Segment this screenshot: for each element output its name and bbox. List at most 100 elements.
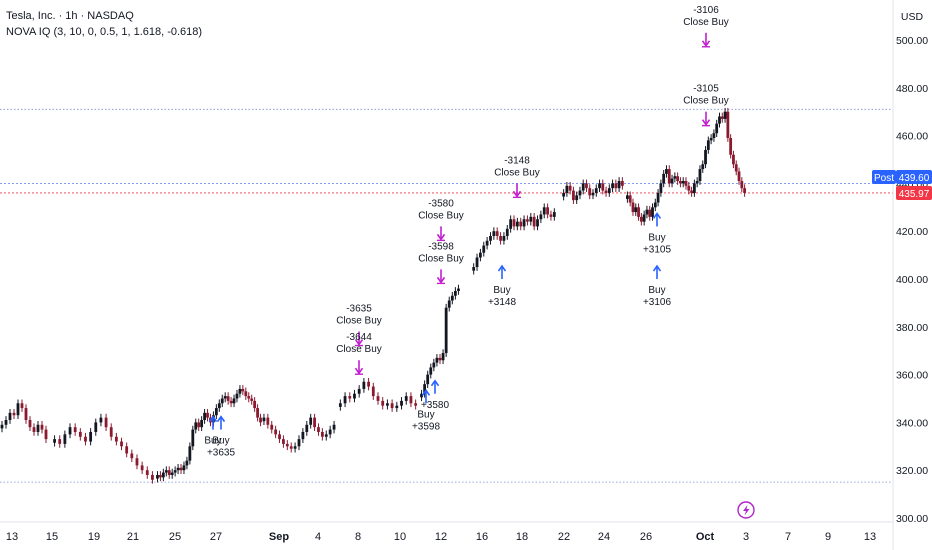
candle-body (176, 467, 180, 471)
candle-body (532, 216, 536, 227)
candle-body (489, 235, 492, 241)
candle-body (16, 403, 20, 416)
candle-body (386, 403, 389, 406)
candle-body (253, 400, 257, 409)
time-axis[interactable]: 13 15 19 21 25 27 Sep 4 8 10 12 16 18 22 24 26 Oct 3 7 9 13 (0, 521, 893, 543)
candle-body (238, 388, 242, 394)
candle-body (305, 424, 309, 432)
candle-body (485, 240, 489, 246)
candle-body (395, 405, 399, 409)
candle-body (409, 396, 413, 404)
candle-body (651, 207, 654, 217)
time-tick-label: 13 (6, 531, 18, 543)
time-tick-label: Sep (269, 531, 289, 543)
candle-body (720, 116, 724, 119)
price-tick-label: 340.00 (896, 417, 928, 429)
candle-body (235, 393, 239, 399)
candle-body (729, 137, 733, 155)
candle-body (12, 412, 16, 416)
candle-body (8, 412, 12, 421)
candle-body (232, 398, 236, 404)
candle-body (662, 173, 666, 184)
candle-body (676, 176, 680, 182)
candle-body (712, 133, 716, 138)
candle-body (259, 417, 262, 423)
symbol-title[interactable]: Tesla, Inc. · 1h · NASDAQ (6, 10, 134, 22)
candle-body (628, 195, 632, 203)
last-price: 435.97 (899, 189, 930, 200)
candle-body (73, 427, 77, 432)
candle-body (381, 400, 385, 406)
candle-body (457, 288, 460, 291)
candle-body (684, 181, 688, 186)
time-tick-label: 19 (88, 531, 100, 543)
price-tick-label: 380.00 (896, 322, 928, 334)
buy-signal: Buy+3635 (207, 415, 236, 459)
candle-body (262, 417, 266, 422)
candle-body (53, 439, 56, 443)
lightning-icon[interactable] (737, 501, 755, 519)
buy-arrow-head-icon (208, 415, 218, 423)
horizontal-levels (0, 108, 893, 483)
candle-body (289, 446, 293, 449)
candle-body (203, 412, 206, 421)
price-tick-label: 500.00 (896, 35, 928, 47)
candle-body (270, 424, 274, 430)
close-buy-signal-label: -3635 (346, 304, 372, 315)
post-label: Post (874, 173, 894, 184)
candle-body (492, 231, 496, 236)
close-arrow-head-icon (436, 276, 446, 284)
candle-body (135, 458, 139, 466)
candle-body (78, 431, 82, 437)
candle-body (214, 408, 218, 416)
candle-body (472, 267, 476, 271)
candle-body (601, 183, 605, 191)
close-arrow-head-icon (701, 119, 711, 127)
candle-body (362, 381, 366, 389)
candle-body (332, 424, 336, 430)
candle-body (223, 396, 227, 399)
candlestick-series (0, 107, 747, 484)
candle-body (698, 169, 702, 182)
candle-body (642, 214, 646, 222)
candle-body (182, 465, 186, 471)
candle-body (692, 183, 696, 193)
time-tick-label: 24 (598, 531, 610, 543)
candle-body (429, 367, 433, 375)
candle-body (94, 422, 98, 432)
candle-body (266, 417, 270, 425)
candle-body (475, 257, 479, 268)
candle-body (653, 202, 657, 208)
time-tick-label: 22 (558, 531, 570, 543)
candle-body (120, 441, 123, 447)
candle-body (617, 181, 621, 189)
candle-body (450, 295, 454, 301)
candle-body (68, 427, 72, 435)
candle-body (309, 417, 313, 425)
candle-body (206, 412, 209, 418)
buy-signal-label: Buy (204, 436, 221, 447)
candle-body (706, 140, 710, 150)
candle-body (24, 408, 28, 421)
buy-signal-label: +3635 (207, 448, 236, 459)
candle-body (167, 470, 171, 475)
candle-body (505, 228, 509, 236)
time-tick-label: 4 (315, 531, 321, 543)
candle-body (634, 207, 638, 213)
candle-body (648, 209, 652, 217)
buy-signal: Buy (204, 415, 222, 447)
close-buy-signal-label: Close Buy (418, 210, 464, 221)
candle-body (611, 183, 614, 189)
close-arrow-head-icon (436, 233, 446, 241)
candle-body (542, 207, 546, 215)
candle-body (114, 436, 118, 442)
price-axis[interactable]: USD 300.00 320.00 340.00 360.00 380.00 400.00… (892, 0, 928, 550)
indicator-title[interactable]: NOVA IQ (3, 10, 0, 0.5, 1, 1.618, -0.618… (6, 26, 203, 38)
time-tick-label: 16 (476, 531, 488, 543)
time-tick-label: 15 (46, 531, 58, 543)
candle-body (588, 188, 592, 196)
